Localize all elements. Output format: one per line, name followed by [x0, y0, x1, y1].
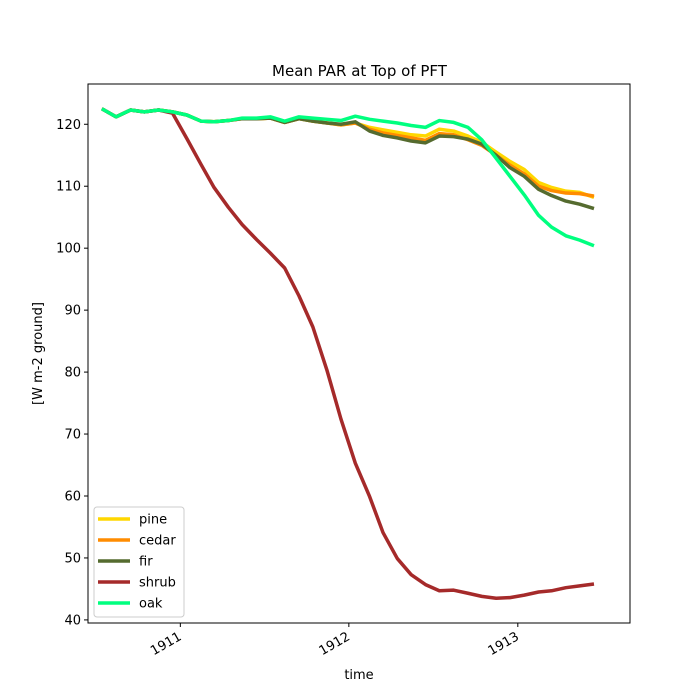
- y-tick-label: 50: [64, 551, 81, 566]
- x-tick-label: 1912: [317, 629, 353, 659]
- y-tick-label: 60: [64, 489, 81, 504]
- x-axis: 1911 1912 1913: [148, 623, 522, 659]
- y-tick-label: 100: [56, 242, 81, 257]
- y-tick-label: 70: [64, 428, 81, 443]
- x-tick-label: 1911: [148, 629, 184, 659]
- y-tick-label: 40: [64, 613, 81, 628]
- series-line-oak: [100, 107, 595, 248]
- y-tick-label: 110: [56, 180, 81, 195]
- x-tick-label: 1913: [486, 629, 522, 659]
- legend-label-fir: fir: [139, 555, 153, 570]
- legend: pine cedar fir shrub oak: [93, 506, 185, 618]
- legend-label-shrub: shrub: [139, 576, 176, 591]
- legend-frame: [93, 506, 185, 618]
- y-tick-label: 80: [64, 366, 81, 381]
- y-axis: 40 50 60 70 80 90 100 110 120: [56, 118, 88, 628]
- y-tick-label: 90: [64, 304, 81, 319]
- series-layer: [100, 107, 595, 600]
- y-tick-label: 120: [56, 118, 81, 133]
- legend-label-oak: oak: [139, 597, 163, 612]
- series-line-fir: [100, 107, 595, 211]
- chart-title: Mean PAR at Top of PFT: [272, 62, 448, 80]
- legend-label-cedar: cedar: [139, 534, 176, 549]
- legend-label-pine: pine: [139, 513, 167, 528]
- y-axis-title: [W m-2 ground]: [31, 302, 46, 405]
- plot-area-frame: [87, 83, 631, 624]
- x-axis-title: time: [344, 668, 373, 683]
- series-line-shrub: [100, 107, 595, 600]
